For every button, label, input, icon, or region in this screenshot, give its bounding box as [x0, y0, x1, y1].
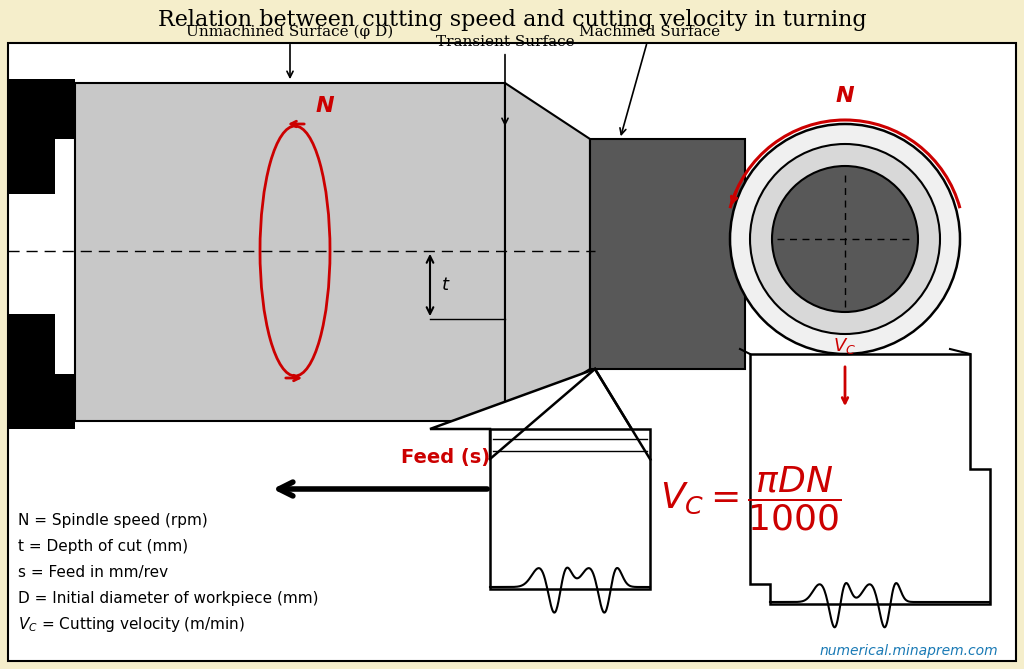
- Polygon shape: [8, 139, 55, 194]
- Text: N = Spindle speed (rpm): N = Spindle speed (rpm): [18, 514, 208, 529]
- Text: numerical.minaprem.com: numerical.minaprem.com: [819, 644, 998, 658]
- Circle shape: [750, 144, 940, 334]
- Text: t: t: [442, 276, 449, 294]
- Polygon shape: [490, 429, 650, 589]
- Polygon shape: [8, 79, 75, 139]
- Text: Relation between cutting speed and cutting velocity in turning: Relation between cutting speed and cutti…: [158, 9, 866, 31]
- Polygon shape: [8, 314, 55, 374]
- Text: s = Feed in mm/rev: s = Feed in mm/rev: [18, 565, 168, 581]
- Text: $V_C$: $V_C$: [834, 336, 856, 356]
- Text: $V_C$ = Cutting velocity (m/min): $V_C$ = Cutting velocity (m/min): [18, 615, 245, 634]
- Text: Unmachined Surface (φ D): Unmachined Surface (φ D): [186, 25, 393, 78]
- Text: D = Initial diameter of workpiece (mm): D = Initial diameter of workpiece (mm): [18, 591, 318, 607]
- FancyBboxPatch shape: [0, 0, 1024, 39]
- FancyBboxPatch shape: [8, 43, 1016, 661]
- FancyBboxPatch shape: [75, 83, 505, 421]
- Text: t = Depth of cut (mm): t = Depth of cut (mm): [18, 539, 188, 555]
- Text: Transient Surface: Transient Surface: [435, 35, 574, 124]
- Text: Machined Surface: Machined Surface: [580, 25, 721, 134]
- Polygon shape: [750, 354, 990, 604]
- Circle shape: [772, 166, 918, 312]
- Circle shape: [730, 124, 961, 354]
- Text: $V_C = \dfrac{\pi DN}{1000}$: $V_C = \dfrac{\pi DN}{1000}$: [660, 465, 842, 533]
- Text: N: N: [836, 86, 854, 106]
- Polygon shape: [430, 369, 650, 459]
- Text: Feed (s): Feed (s): [400, 448, 490, 467]
- FancyBboxPatch shape: [590, 139, 745, 369]
- Polygon shape: [8, 374, 75, 429]
- Polygon shape: [505, 83, 590, 421]
- Text: N: N: [315, 96, 334, 116]
